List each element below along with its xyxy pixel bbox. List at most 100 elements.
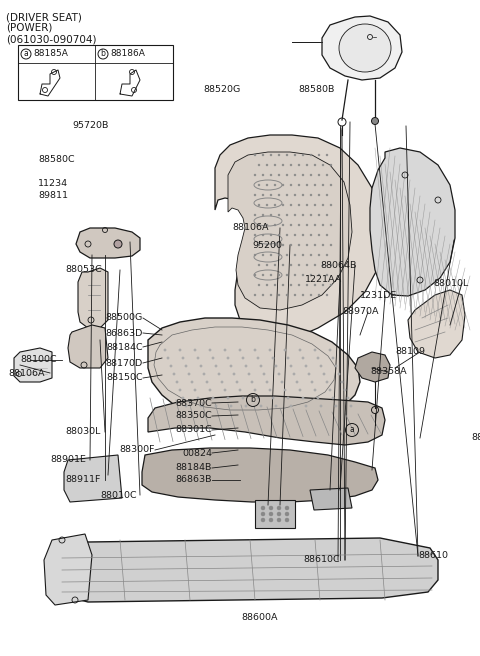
Circle shape (266, 204, 268, 206)
Circle shape (318, 234, 320, 236)
Circle shape (284, 389, 286, 391)
Circle shape (254, 274, 256, 276)
Circle shape (335, 405, 337, 407)
Circle shape (254, 154, 256, 156)
Text: 88185A: 88185A (33, 49, 68, 58)
Circle shape (285, 512, 289, 516)
Circle shape (320, 365, 322, 367)
Circle shape (294, 234, 296, 236)
Circle shape (314, 389, 316, 391)
Text: 86863B: 86863B (176, 476, 212, 485)
Circle shape (200, 405, 202, 407)
Circle shape (239, 389, 241, 391)
Polygon shape (14, 348, 52, 382)
Polygon shape (50, 538, 438, 602)
Text: 88184B: 88184B (176, 464, 212, 472)
Circle shape (258, 164, 260, 166)
Circle shape (318, 214, 320, 216)
Circle shape (332, 357, 334, 359)
Circle shape (194, 349, 196, 351)
Circle shape (294, 154, 296, 156)
Circle shape (227, 397, 229, 400)
Circle shape (318, 274, 320, 276)
Circle shape (274, 284, 276, 286)
Circle shape (294, 194, 296, 196)
Circle shape (326, 234, 328, 236)
Circle shape (318, 254, 320, 256)
Circle shape (261, 512, 265, 516)
Text: 88580B: 88580B (298, 85, 335, 94)
Polygon shape (44, 534, 92, 605)
Circle shape (287, 357, 289, 359)
Text: b: b (101, 49, 106, 58)
Polygon shape (215, 135, 382, 338)
Circle shape (251, 380, 253, 383)
Circle shape (258, 284, 260, 286)
Circle shape (200, 365, 202, 367)
Circle shape (269, 506, 273, 510)
Circle shape (266, 184, 268, 186)
Circle shape (260, 405, 262, 407)
Circle shape (318, 174, 320, 176)
Circle shape (278, 234, 280, 236)
Circle shape (332, 397, 334, 400)
Circle shape (248, 373, 250, 375)
Circle shape (278, 274, 280, 276)
Circle shape (282, 244, 284, 246)
Circle shape (326, 254, 328, 256)
Circle shape (347, 397, 349, 400)
Circle shape (278, 373, 280, 375)
Circle shape (287, 397, 289, 400)
Circle shape (262, 254, 264, 256)
Circle shape (203, 373, 205, 375)
Text: 88580C: 88580C (38, 155, 74, 165)
Circle shape (266, 224, 268, 226)
Polygon shape (76, 228, 140, 258)
Circle shape (278, 154, 280, 156)
Polygon shape (148, 396, 385, 445)
Circle shape (330, 184, 332, 186)
Circle shape (278, 174, 280, 176)
Circle shape (182, 357, 184, 359)
Circle shape (270, 154, 272, 156)
Circle shape (254, 194, 256, 196)
Text: 88901E: 88901E (50, 455, 86, 464)
Circle shape (314, 184, 316, 186)
Circle shape (274, 164, 276, 166)
Circle shape (318, 154, 320, 156)
Circle shape (286, 294, 288, 296)
Text: 95720B: 95720B (72, 121, 108, 129)
Text: 88184C: 88184C (107, 342, 143, 352)
Circle shape (298, 284, 300, 286)
Circle shape (274, 204, 276, 206)
Circle shape (294, 214, 296, 216)
Text: 88100C: 88100C (20, 356, 57, 365)
Circle shape (278, 194, 280, 196)
Circle shape (299, 349, 301, 351)
Circle shape (206, 380, 208, 383)
Circle shape (218, 373, 220, 375)
Circle shape (294, 274, 296, 276)
Circle shape (254, 294, 256, 296)
Circle shape (326, 274, 328, 276)
Circle shape (326, 194, 328, 196)
Circle shape (330, 284, 332, 286)
Circle shape (298, 224, 300, 226)
Circle shape (290, 224, 292, 226)
Circle shape (242, 397, 244, 400)
Circle shape (209, 349, 211, 351)
Circle shape (322, 244, 324, 246)
Circle shape (323, 373, 325, 375)
Circle shape (310, 274, 312, 276)
Circle shape (221, 380, 223, 383)
Circle shape (278, 214, 280, 216)
Circle shape (329, 389, 331, 391)
Circle shape (302, 214, 304, 216)
Polygon shape (148, 318, 360, 428)
Circle shape (266, 380, 268, 383)
Circle shape (293, 373, 295, 375)
Circle shape (278, 254, 280, 256)
Polygon shape (355, 352, 390, 382)
Circle shape (302, 154, 304, 156)
Circle shape (286, 194, 288, 196)
